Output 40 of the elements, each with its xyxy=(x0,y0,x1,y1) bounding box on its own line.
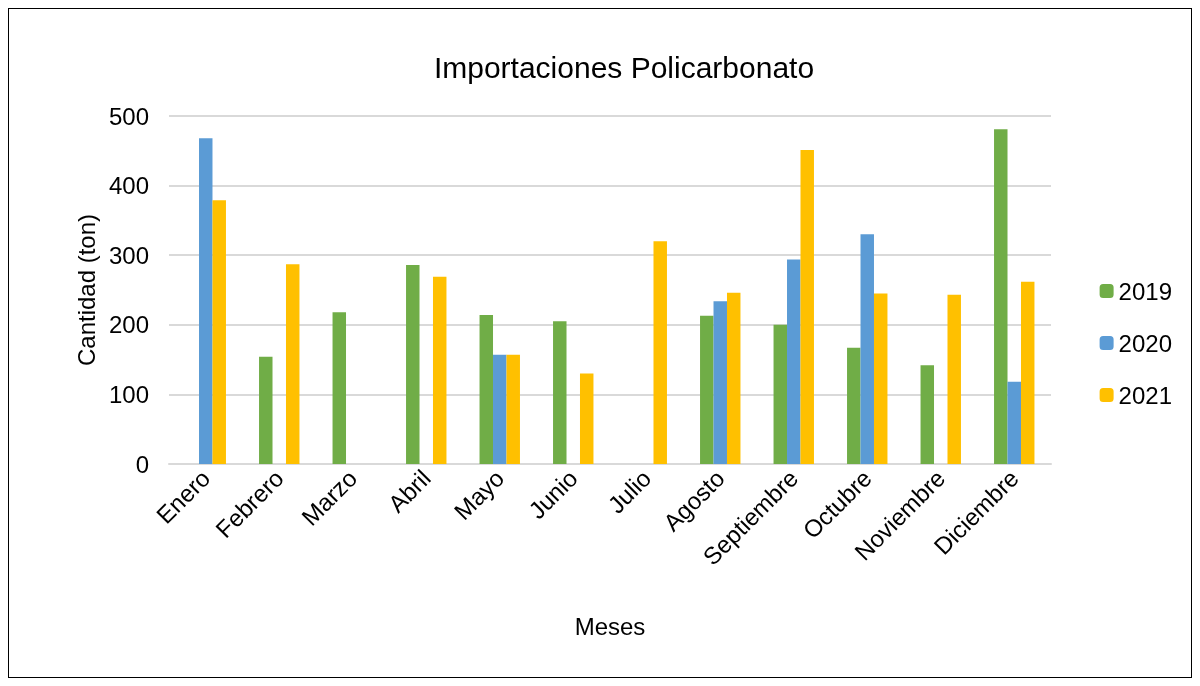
bar xyxy=(700,315,714,464)
bar xyxy=(800,150,814,464)
y-tick-label: 200 xyxy=(108,311,149,339)
bar xyxy=(860,234,874,464)
bar xyxy=(1020,281,1035,464)
bar xyxy=(553,321,567,464)
bar xyxy=(332,312,347,464)
bar xyxy=(199,138,213,464)
bar xyxy=(947,294,961,464)
y-tick-label: 100 xyxy=(108,380,149,408)
bar xyxy=(479,315,494,464)
y-tick-label: 500 xyxy=(108,102,149,130)
bar xyxy=(285,264,300,464)
bar xyxy=(212,200,226,464)
bar xyxy=(653,241,667,464)
y-tick-label: 0 xyxy=(135,450,149,478)
legend-label: 2021 xyxy=(1118,381,1172,409)
x-axis-title: Meses xyxy=(574,612,646,640)
x-tick-label: Julio xyxy=(602,464,657,519)
bar xyxy=(847,347,861,464)
bar xyxy=(873,293,888,464)
bar xyxy=(579,373,594,464)
bar xyxy=(1007,381,1021,464)
bar xyxy=(787,259,801,464)
bar xyxy=(493,354,507,464)
bar xyxy=(920,365,935,464)
bar xyxy=(259,356,273,464)
bar xyxy=(506,354,520,464)
bar xyxy=(773,324,788,464)
legend-label: 2020 xyxy=(1118,329,1172,357)
legend-label: 2019 xyxy=(1118,277,1172,305)
y-tick-label: 400 xyxy=(108,172,149,200)
bar xyxy=(713,301,727,464)
bar xyxy=(726,292,741,464)
chart-title: Importaciones Policarbonato xyxy=(433,50,815,84)
bar xyxy=(432,276,447,464)
y-tick-label: 300 xyxy=(108,241,149,269)
bar xyxy=(406,264,420,464)
y-axis-title: Cantidad (ton) xyxy=(72,213,100,367)
bar xyxy=(994,129,1008,464)
